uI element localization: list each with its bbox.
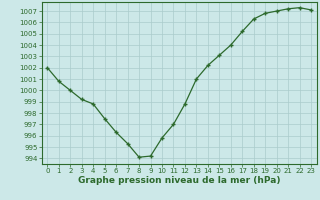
X-axis label: Graphe pression niveau de la mer (hPa): Graphe pression niveau de la mer (hPa): [78, 176, 280, 185]
